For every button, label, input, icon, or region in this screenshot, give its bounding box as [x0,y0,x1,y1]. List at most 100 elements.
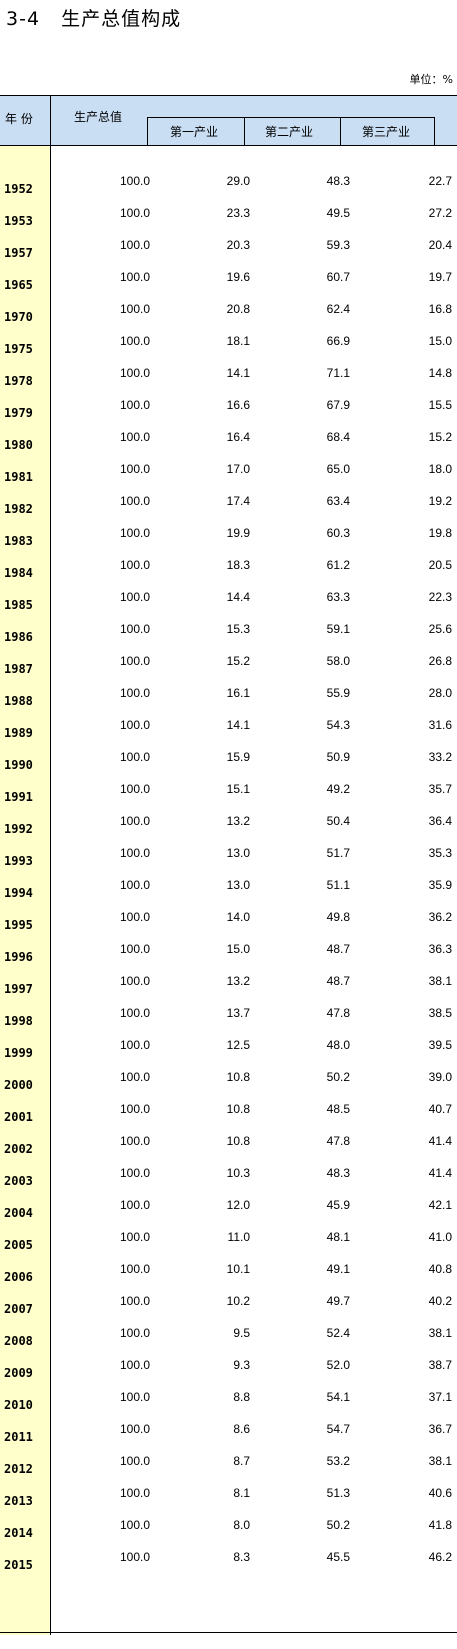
cell-tertiary: 15.0 [428,334,452,348]
cell-total: 100.0 [119,1230,150,1244]
cell-secondary: 50.9 [326,750,350,764]
cell-total: 100.0 [119,1166,150,1180]
header-sub-rule [147,117,434,118]
header-total: 生产总值 [74,110,123,124]
cell-primary: 8.1 [233,1486,250,1500]
table-row: 1986 100.0 15.3 59.1 25.6 [0,621,457,653]
cell-total: 100.0 [119,174,150,188]
table-row: 1993 100.0 13.0 51.7 35.3 [0,845,457,877]
cell-total: 100.0 [119,1006,150,1020]
table-row: 1988 100.0 16.1 55.9 28.0 [0,685,457,717]
cell-total: 100.0 [119,1198,150,1212]
table-row: 2013 100.0 8.1 51.3 40.6 [0,1485,457,1517]
cell-total: 100.0 [119,1262,150,1276]
cell-total: 100.0 [119,1038,150,1052]
cell-tertiary: 41.0 [428,1230,452,1244]
cell-tertiary: 38.1 [428,1454,452,1468]
cell-year: 1981 [4,470,33,484]
unit-label: 单位：% [409,73,453,86]
cell-year: 1998 [4,1014,33,1028]
table-row: 1978 100.0 14.1 71.1 14.8 [0,365,457,397]
cell-secondary: 50.2 [326,1070,350,1084]
table-row: 1998 100.0 13.7 47.8 38.5 [0,1005,457,1037]
cell-year: 1997 [4,982,33,996]
cell-year: 2002 [4,1142,33,1156]
cell-secondary: 50.4 [326,814,350,828]
cell-secondary: 65.0 [326,462,350,476]
cell-tertiary: 15.5 [428,398,452,412]
cell-tertiary: 46.2 [428,1550,452,1564]
cell-primary: 8.7 [233,1454,250,1468]
cell-year: 1970 [4,310,33,324]
table-row: 1997 100.0 13.2 48.7 38.1 [0,973,457,1005]
cell-tertiary: 22.7 [428,174,452,188]
cell-primary: 13.2 [226,814,250,828]
cell-secondary: 55.9 [326,686,350,700]
cell-total: 100.0 [119,686,150,700]
cell-tertiary: 35.9 [428,878,452,892]
cell-primary: 20.8 [226,302,250,316]
cell-total: 100.0 [119,814,150,828]
cell-total: 100.0 [119,654,150,668]
table-row: 2000 100.0 10.8 50.2 39.0 [0,1069,457,1101]
cell-tertiary: 37.1 [428,1390,452,1404]
cell-tertiary: 31.6 [428,718,452,732]
cell-tertiary: 36.2 [428,910,452,924]
cell-secondary: 50.2 [326,1518,350,1532]
cell-total: 100.0 [119,782,150,796]
cell-total: 100.0 [119,494,150,508]
table-row: 2008 100.0 9.5 52.4 38.1 [0,1325,457,1357]
header-divider-secondary [244,117,245,145]
cell-year: 1999 [4,1046,33,1060]
table-row: 1975 100.0 18.1 66.9 15.0 [0,333,457,365]
cell-tertiary: 18.0 [428,462,452,476]
cell-primary: 8.0 [233,1518,250,1532]
cell-year: 1975 [4,342,33,356]
table-row: 1996 100.0 15.0 48.7 36.3 [0,941,457,973]
table-header-band [0,95,457,145]
cell-secondary: 54.7 [326,1422,350,1436]
cell-secondary: 48.1 [326,1230,350,1244]
cell-primary: 15.0 [226,942,250,956]
cell-tertiary: 16.8 [428,302,452,316]
header-divider-year [50,95,51,145]
cell-total: 100.0 [119,462,150,476]
cell-year: 1978 [4,374,33,388]
table-row: 1999 100.0 12.5 48.0 39.5 [0,1037,457,1069]
cell-secondary: 47.8 [326,1134,350,1148]
cell-secondary: 68.4 [326,430,350,444]
cell-total: 100.0 [119,1294,150,1308]
cell-primary: 13.2 [226,974,250,988]
table-row: 1953 100.0 23.3 49.5 27.2 [0,205,457,237]
cell-secondary: 54.3 [326,718,350,732]
table-row: 1957 100.0 20.3 59.3 20.4 [0,237,457,269]
cell-total: 100.0 [119,846,150,860]
cell-total: 100.0 [119,910,150,924]
table-row: 1989 100.0 14.1 54.3 31.6 [0,717,457,749]
cell-total: 100.0 [119,1454,150,1468]
cell-primary: 29.0 [226,174,250,188]
cell-total: 100.0 [119,590,150,604]
table-row: 1992 100.0 13.2 50.4 36.4 [0,813,457,845]
cell-tertiary: 40.7 [428,1102,452,1116]
cell-total: 100.0 [119,366,150,380]
table-row: 1981 100.0 17.0 65.0 18.0 [0,461,457,493]
cell-tertiary: 22.3 [428,590,452,604]
cell-primary: 15.9 [226,750,250,764]
cell-primary: 16.4 [226,430,250,444]
table-row: 2004 100.0 12.0 45.9 42.1 [0,1197,457,1229]
cell-total: 100.0 [119,942,150,956]
cell-year: 1993 [4,854,33,868]
cell-total: 100.0 [119,1518,150,1532]
cell-tertiary: 19.8 [428,526,452,540]
table-bottom-rule [0,1632,457,1633]
cell-tertiary: 40.6 [428,1486,452,1500]
cell-primary: 10.8 [226,1070,250,1084]
table-row: 2007 100.0 10.2 49.7 40.2 [0,1293,457,1325]
cell-secondary: 45.9 [326,1198,350,1212]
cell-year: 2010 [4,1398,33,1412]
cell-secondary: 63.4 [326,494,350,508]
cell-primary: 11.0 [227,1230,250,1244]
header-divider-primary [147,117,148,145]
cell-primary: 14.1 [226,718,250,732]
